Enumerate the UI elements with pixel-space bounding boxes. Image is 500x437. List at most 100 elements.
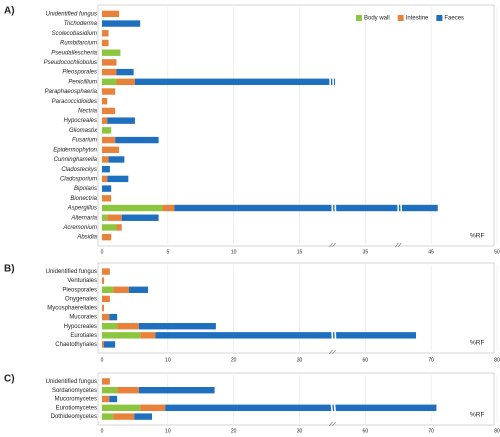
axis-break-mark xyxy=(329,242,333,248)
plot-frame xyxy=(97,372,495,426)
category-label: Epidermophyton xyxy=(53,147,97,153)
legend-swatch xyxy=(356,15,362,21)
category-label: Aspergillus xyxy=(67,206,97,212)
category-label: Eurotiales xyxy=(70,333,97,339)
bar-segment xyxy=(102,146,120,153)
bar-segment xyxy=(107,214,122,221)
axis-break xyxy=(331,10,337,241)
bar-segment xyxy=(128,286,149,293)
x-axis-label: %RF xyxy=(470,340,484,347)
axis-break xyxy=(396,10,403,241)
x-tick-label: 35 xyxy=(363,249,369,255)
bar-segment xyxy=(113,413,135,420)
bar-segment xyxy=(107,117,135,124)
bar-segment xyxy=(134,78,336,86)
bar-segment xyxy=(102,10,120,18)
axis-break-mark xyxy=(332,349,336,355)
bar-segment xyxy=(102,295,110,303)
bar-segment xyxy=(108,156,125,163)
bar-segment xyxy=(102,136,116,144)
bar-segment xyxy=(102,286,114,293)
bar-segment xyxy=(102,323,118,330)
bar-segment xyxy=(102,107,116,115)
category-label: Sordariomycetes xyxy=(52,388,97,394)
legend-swatch xyxy=(397,15,404,21)
bar-segment xyxy=(102,59,117,66)
axis-break-mark xyxy=(398,242,402,248)
bar-segment xyxy=(102,165,110,173)
category-label: Nectria xyxy=(78,109,98,115)
bar-segment xyxy=(174,204,438,212)
bar-segment xyxy=(113,286,129,293)
bar-segment xyxy=(109,313,118,321)
category-label: Gliomastix xyxy=(69,128,98,134)
legend-swatch xyxy=(436,15,443,21)
bar-segment xyxy=(165,404,437,411)
category-label: Mucorales xyxy=(69,315,97,321)
category-label: Pleosporales xyxy=(62,70,97,76)
bar-segment xyxy=(102,185,112,192)
axis-break xyxy=(328,378,334,420)
category-label: Fusarium xyxy=(72,138,97,144)
axis-break-mark xyxy=(329,421,333,427)
axis-break xyxy=(328,268,334,348)
x-tick-label: 10 xyxy=(165,428,171,434)
bar-segment xyxy=(102,98,108,105)
category-label: Rumbifarcium xyxy=(60,41,97,47)
x-tick-label: 60 xyxy=(363,428,369,434)
x-tick-label: 45 xyxy=(428,249,434,255)
bar-segment xyxy=(102,268,110,275)
bar-segment xyxy=(102,195,112,202)
axis-break-mark xyxy=(332,242,336,248)
bar-segment xyxy=(116,68,134,76)
category-label: Chaetothyriales xyxy=(55,342,97,348)
bar-segment xyxy=(102,68,117,76)
x-axis-label: %RF xyxy=(470,412,484,419)
bar-segment xyxy=(102,117,108,124)
bar-segment xyxy=(134,413,153,420)
category-label: Eurotiomycetes xyxy=(56,405,97,411)
x-tick-label: 0 xyxy=(101,249,104,255)
x-tick-label: 30 xyxy=(297,428,303,434)
bar-segment xyxy=(102,204,163,212)
bar-segment xyxy=(102,313,110,321)
x-tick-label: 60 xyxy=(363,357,369,363)
x-tick-label: 5 xyxy=(166,249,169,255)
bar-segment xyxy=(102,304,104,312)
category-label: Bipolaris xyxy=(74,186,97,192)
bar-segment xyxy=(102,332,141,339)
category-label: Mycosphaerellales xyxy=(47,306,97,312)
panel-label: B) xyxy=(4,264,15,275)
category-label: Acremonium xyxy=(62,225,97,231)
bar-segment xyxy=(102,277,104,284)
category-label: Onygenales xyxy=(65,296,97,302)
bar-segment xyxy=(102,156,109,163)
axis-break-mark xyxy=(395,242,399,248)
x-tick-label: 0 xyxy=(101,357,104,363)
x-tick-label: 50 xyxy=(494,249,500,255)
bar-segment xyxy=(140,332,156,339)
legend-label: Intestine xyxy=(406,16,429,22)
category-label: Penicillium xyxy=(68,79,97,85)
bar-segment xyxy=(116,78,135,86)
plot-frame xyxy=(97,262,495,354)
panel-label: C) xyxy=(4,374,15,385)
bar-segment xyxy=(102,214,108,221)
category-label: Paracoccidioides xyxy=(52,99,97,105)
panel-label: A) xyxy=(4,6,15,17)
category-label: Cladosporium xyxy=(60,176,97,182)
bar-segment xyxy=(102,88,116,95)
axis-break xyxy=(331,268,337,348)
bar-segment xyxy=(102,413,114,420)
category-label: Cunninghamella xyxy=(54,157,98,163)
bar-segment xyxy=(102,39,109,47)
bar-segment xyxy=(102,30,109,37)
x-tick-label: 0 xyxy=(101,428,104,434)
category-label: Bionectria xyxy=(70,196,97,202)
bar-segment xyxy=(115,136,159,144)
bar-segment xyxy=(102,387,118,394)
bar-segment xyxy=(102,175,108,183)
bar-segment xyxy=(102,404,141,411)
x-tick-label: 15 xyxy=(297,249,303,255)
